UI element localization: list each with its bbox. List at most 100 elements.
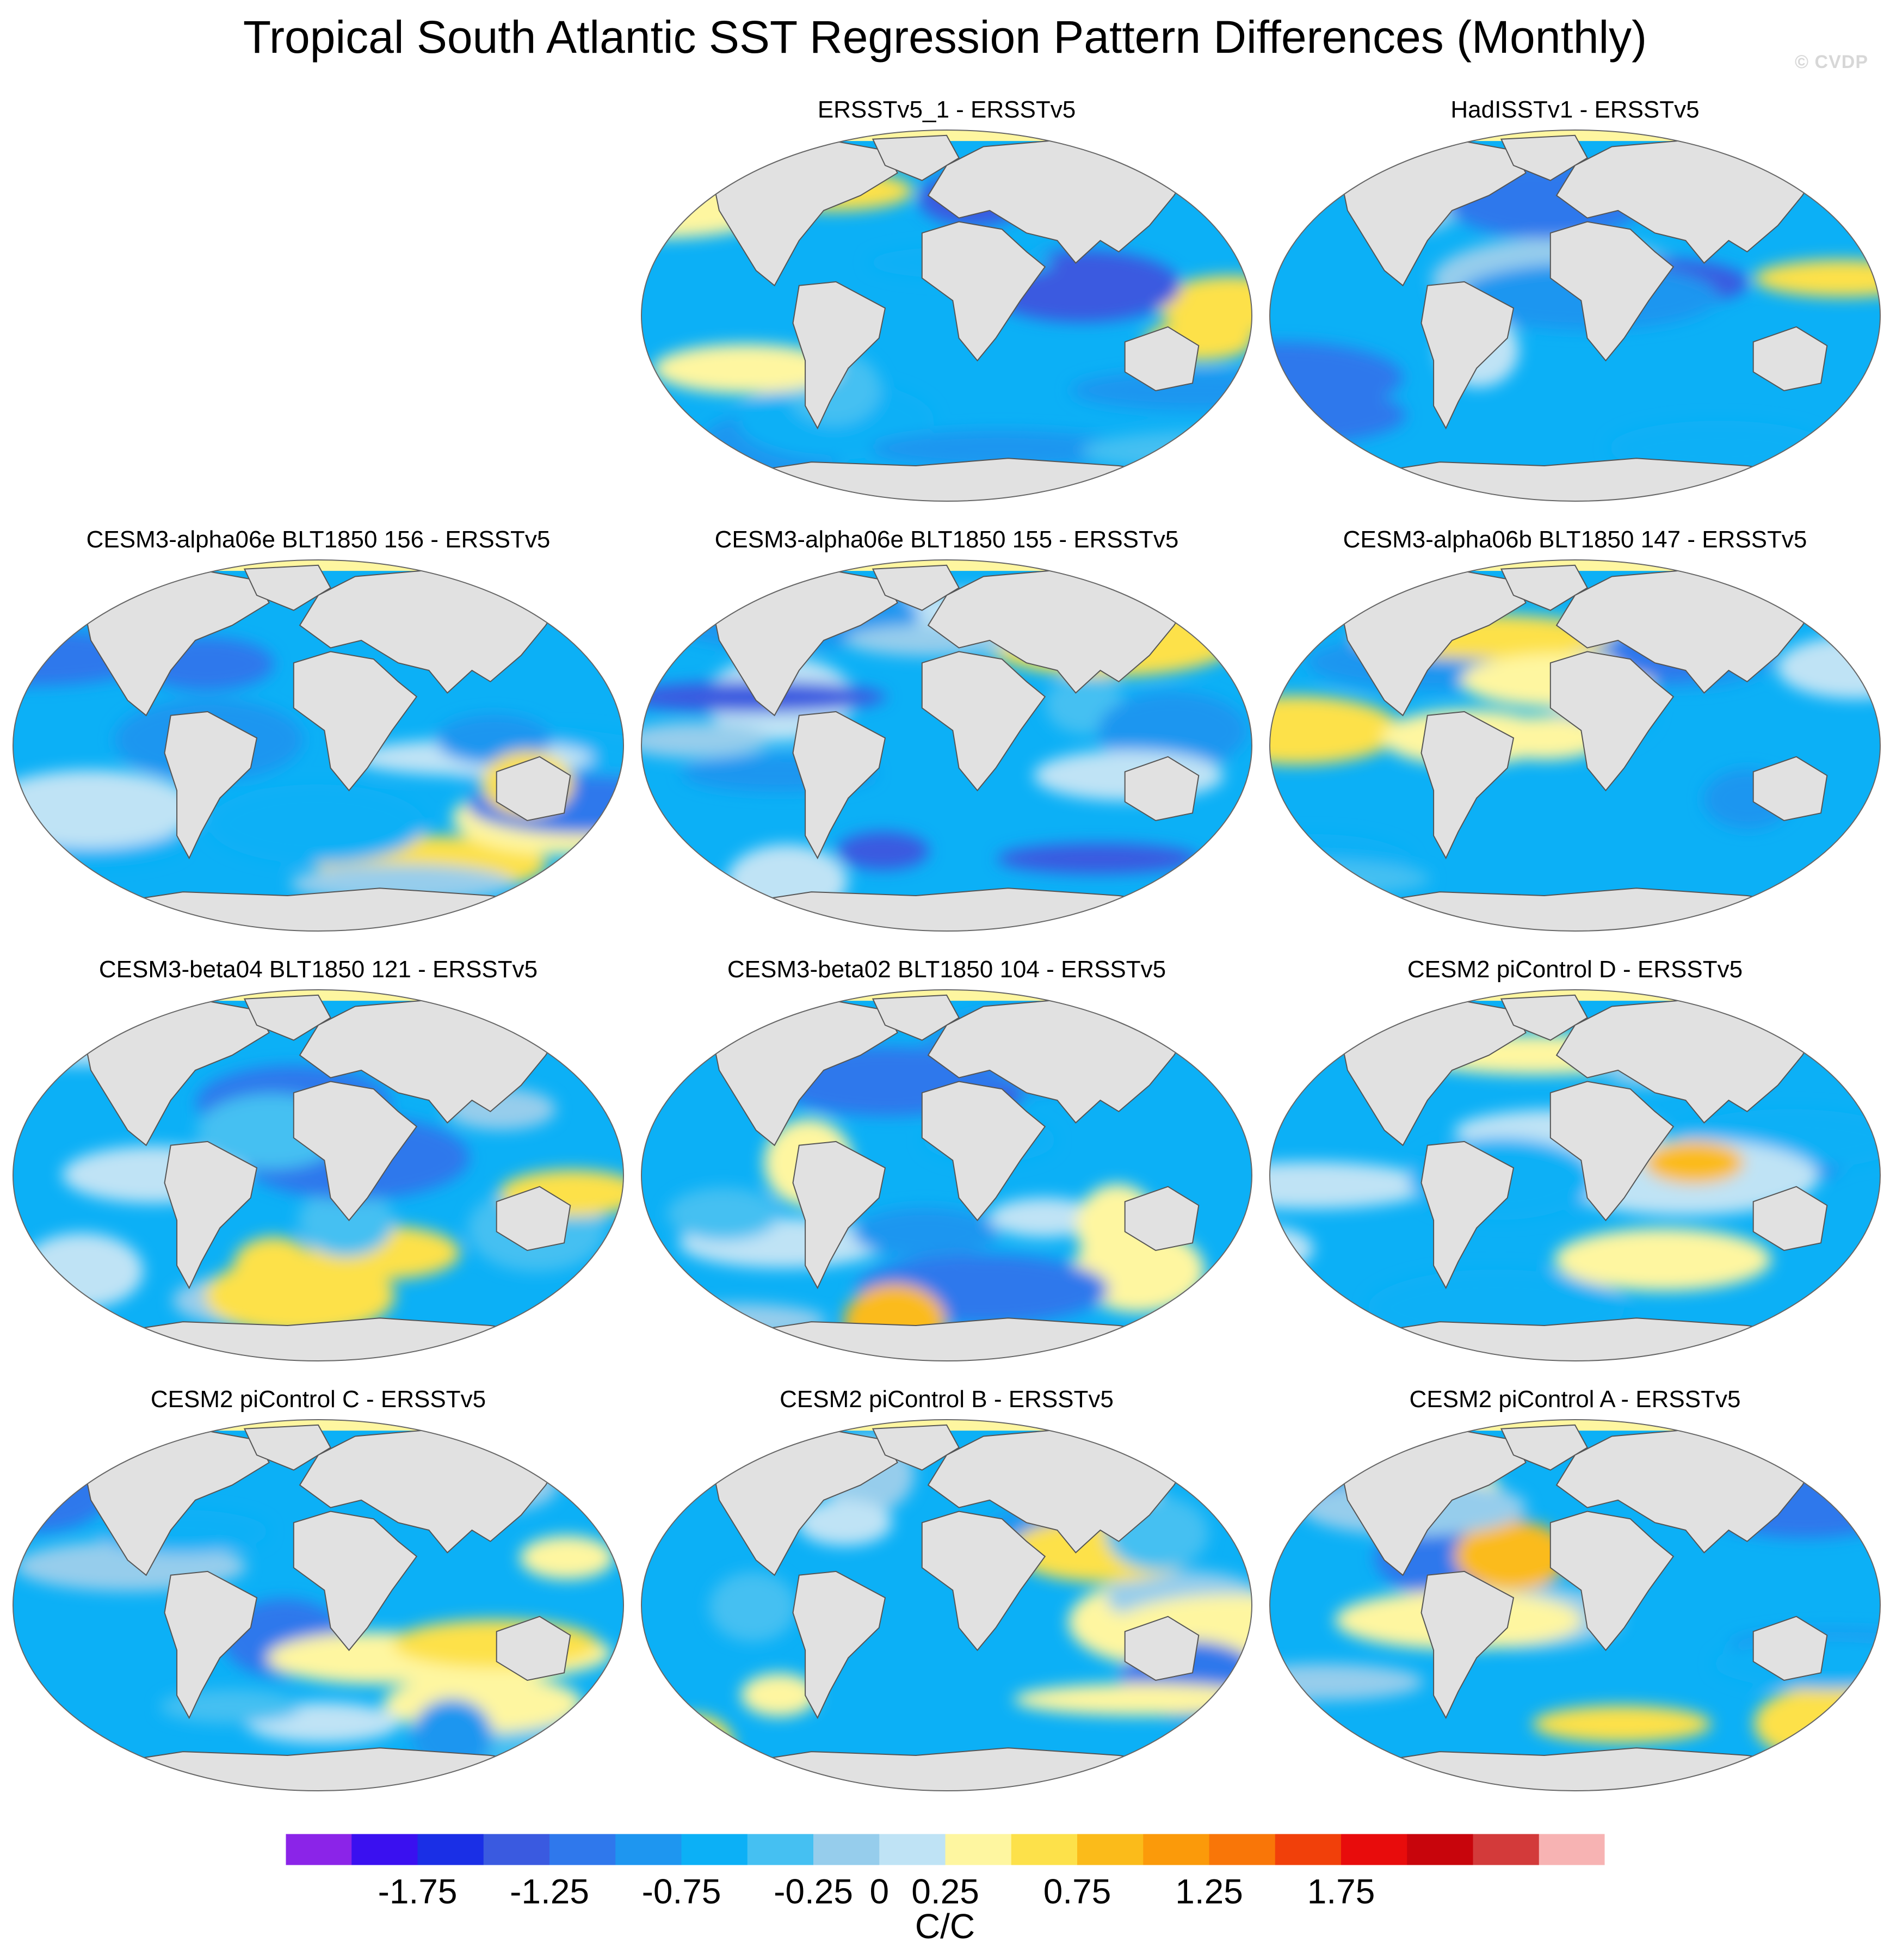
map-panel: [641, 1419, 1252, 1791]
continent-eurasia: [1555, 568, 1822, 694]
continent-south-america: [164, 1141, 258, 1290]
colorbar-swatch: [549, 1834, 616, 1865]
continent-south-america: [164, 711, 258, 860]
continent-australia: [1124, 326, 1200, 392]
map-border: [641, 1419, 1252, 1791]
continent-greenland: [1500, 994, 1588, 1041]
continent-africa: [921, 1511, 1046, 1651]
map-border: [13, 989, 624, 1361]
map-border: [641, 130, 1252, 502]
map-border: [1269, 559, 1881, 932]
continent-south-america: [792, 1141, 886, 1290]
map-panel: [13, 1419, 624, 1791]
continent-eurasia: [299, 568, 565, 694]
continent-australia: [1124, 1186, 1200, 1252]
sst-anomaly-region: [667, 1187, 780, 1240]
continent-australia: [1752, 756, 1828, 822]
sst-anomaly-region: [740, 1673, 818, 1717]
sst-anomaly-region: [641, 722, 770, 758]
map-panel: [13, 989, 624, 1361]
continent-greenland: [872, 994, 960, 1041]
map-border: [641, 989, 1252, 1361]
continent-eurasia: [299, 998, 565, 1124]
colorbar-tick-label: -0.75: [642, 1872, 721, 1904]
continent-australia: [496, 1616, 571, 1681]
colorbar-swatch: [417, 1834, 484, 1865]
map-border: [13, 1419, 624, 1791]
continent-africa: [921, 221, 1046, 362]
continent-south-america: [1420, 281, 1515, 430]
continent-africa: [921, 651, 1046, 792]
continent-africa: [1549, 221, 1675, 362]
colorbar-swatch: [813, 1834, 880, 1865]
figure-title: Tropical South Atlantic SST Regression P…: [243, 11, 1647, 63]
sst-anomaly-region: [1754, 260, 1880, 297]
sst-anomaly-region: [1270, 695, 1401, 765]
panel-title: CESM3-alpha06b BLT1850 147 - ERSSTv5: [1343, 526, 1807, 553]
sst-anomaly-region: [1157, 275, 1252, 335]
colorbar-tick-label: 0: [869, 1872, 889, 1904]
panel-title: CESM2 piControl C - ERSSTv5: [150, 1386, 486, 1413]
panel-title: ERSSTv5_1 - ERSSTv5: [817, 96, 1076, 123]
colorbar-tick-label: -0.25: [774, 1872, 853, 1904]
colorbar-swatch: [286, 1834, 352, 1865]
continent-greenland: [1500, 134, 1588, 181]
colorbar-swatch: [1407, 1834, 1473, 1865]
continent-australia: [1124, 756, 1200, 822]
continent-africa: [293, 1511, 418, 1651]
map-panel: [1269, 1419, 1881, 1791]
panel-title: CESM3-alpha06e BLT1850 155 - ERSSTv5: [714, 526, 1179, 553]
panel-title: CESM2 piControl D - ERSSTv5: [1407, 956, 1743, 983]
sst-anomaly-region: [233, 1237, 314, 1294]
map-border: [1269, 1419, 1881, 1791]
cvdp-watermark: © CVDP: [1795, 52, 1868, 72]
sst-anomaly-region: [1270, 1162, 1434, 1209]
sst-anomaly-region: [870, 430, 1131, 468]
continent-africa: [293, 1081, 418, 1222]
continent-australia: [496, 756, 571, 822]
map-border: [1269, 130, 1881, 502]
colorbar-swatch: [1275, 1834, 1342, 1865]
continent-africa: [293, 651, 418, 792]
continent-africa: [1549, 1081, 1675, 1222]
sst-anomaly-region: [20, 1232, 144, 1309]
sst-anomaly-region: [1554, 1228, 1771, 1291]
colorbar-swatch: [681, 1834, 748, 1865]
sst-anomaly-region: [988, 1198, 1101, 1237]
map-panel: [641, 130, 1252, 502]
sst-anomaly-region: [1532, 1705, 1712, 1743]
colorbar: -1.75 -1.25 -0.75 -0.25 0 0.25 0.75 1.25 1.75: [285, 1833, 1605, 1904]
colorbar-tick-label: 0.75: [1043, 1872, 1111, 1904]
continent-greenland: [872, 134, 960, 181]
map-panel: [641, 989, 1252, 1361]
map-border: [641, 559, 1252, 932]
colorbar-units-label: C/C: [915, 1907, 975, 1946]
colorbar-swatch: [1011, 1834, 1078, 1865]
colorbar-tick-label: -1.25: [510, 1872, 589, 1904]
continent-greenland: [872, 1424, 960, 1471]
map-panel: [1269, 989, 1881, 1361]
continent-africa: [1549, 1511, 1675, 1651]
continent-greenland: [243, 1424, 331, 1471]
colorbar-swatch: [615, 1834, 682, 1865]
colorbar-swatch: [1077, 1834, 1144, 1865]
colorbar-swatch: [1209, 1834, 1276, 1865]
sst-anomaly-region: [298, 1186, 394, 1257]
colorbar-swatch: [879, 1834, 946, 1865]
continent-australia: [1752, 326, 1828, 392]
continent-australia: [1124, 1616, 1200, 1681]
map-panel: [1269, 559, 1881, 932]
colorbar-swatch: [483, 1834, 550, 1865]
colorbar-swatch: [747, 1834, 814, 1865]
continent-south-america: [1420, 1141, 1515, 1290]
sst-anomaly-region: [709, 1571, 797, 1642]
map-border: [13, 559, 624, 932]
continent-south-america: [792, 711, 886, 860]
colorbar-tick-label: -1.75: [378, 1872, 458, 1904]
panel-title: HadISSTv1 - ERSSTv5: [1450, 96, 1700, 123]
continent-eurasia: [927, 998, 1194, 1124]
panel-title: CESM2 piControl A - ERSSTv5: [1409, 1386, 1741, 1413]
continent-greenland: [872, 564, 960, 611]
continent-eurasia: [299, 1428, 565, 1554]
continent-south-america: [1420, 711, 1515, 860]
